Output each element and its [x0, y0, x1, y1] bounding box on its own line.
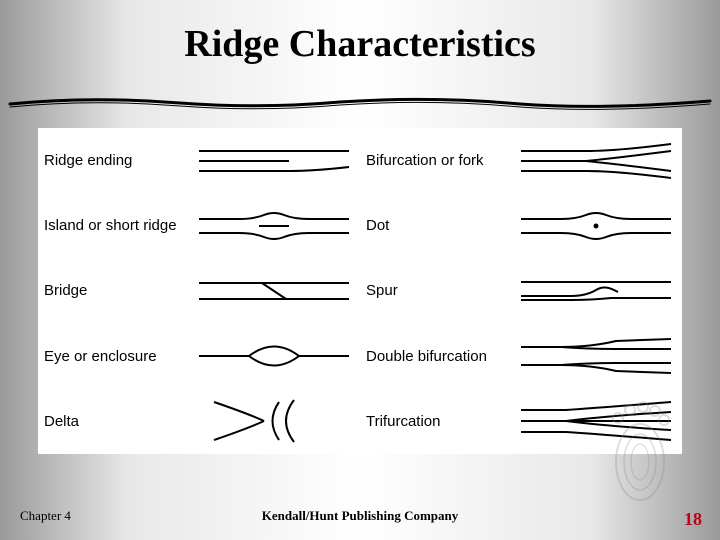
- page-number: 18: [684, 509, 702, 530]
- label-trifurcation: Trifurcation: [366, 413, 516, 430]
- label-dot: Dot: [366, 217, 516, 234]
- footer-publisher: Kendall/Hunt Publishing Company: [0, 508, 720, 524]
- glyph-delta: [194, 396, 354, 446]
- label-eye: Eye or enclosure: [44, 348, 194, 365]
- footprint-watermark: [600, 390, 680, 510]
- item-ridge-ending: Ridge ending: [38, 128, 360, 193]
- item-eye: Eye or enclosure: [38, 324, 360, 389]
- glyph-eye: [194, 331, 354, 381]
- footer-chapter: Chapter 4: [20, 508, 71, 524]
- item-spur: Spur: [360, 258, 682, 323]
- item-delta: Delta: [38, 389, 360, 454]
- item-bridge: Bridge: [38, 258, 360, 323]
- label-ridge-ending: Ridge ending: [44, 152, 194, 169]
- label-bridge: Bridge: [44, 282, 194, 299]
- item-dot: Dot: [360, 193, 682, 258]
- diagram-panel: Ridge ending Bifurcation or fork: [38, 128, 682, 454]
- item-island: Island or short ridge: [38, 193, 360, 258]
- title-underline: [0, 86, 720, 116]
- diagram-grid: Ridge ending Bifurcation or fork: [38, 128, 682, 454]
- item-double-bifurcation: Double bifurcation: [360, 324, 682, 389]
- page-title: Ridge Characteristics: [0, 0, 720, 66]
- glyph-bifurcation: [516, 136, 676, 186]
- glyph-double-bifurcation: [516, 331, 676, 381]
- glyph-bridge: [194, 266, 354, 316]
- item-bifurcation: Bifurcation or fork: [360, 128, 682, 193]
- glyph-ridge-ending: [194, 136, 354, 186]
- glyph-island: [194, 201, 354, 251]
- slide: Ridge Characteristics Ridge ending Bifur…: [0, 0, 720, 540]
- glyph-spur: [516, 266, 676, 316]
- label-island: Island or short ridge: [44, 217, 194, 234]
- label-spur: Spur: [366, 282, 516, 299]
- label-double-bifurcation: Double bifurcation: [366, 348, 516, 365]
- label-bifurcation: Bifurcation or fork: [366, 152, 516, 169]
- label-delta: Delta: [44, 413, 194, 430]
- glyph-dot: [516, 201, 676, 251]
